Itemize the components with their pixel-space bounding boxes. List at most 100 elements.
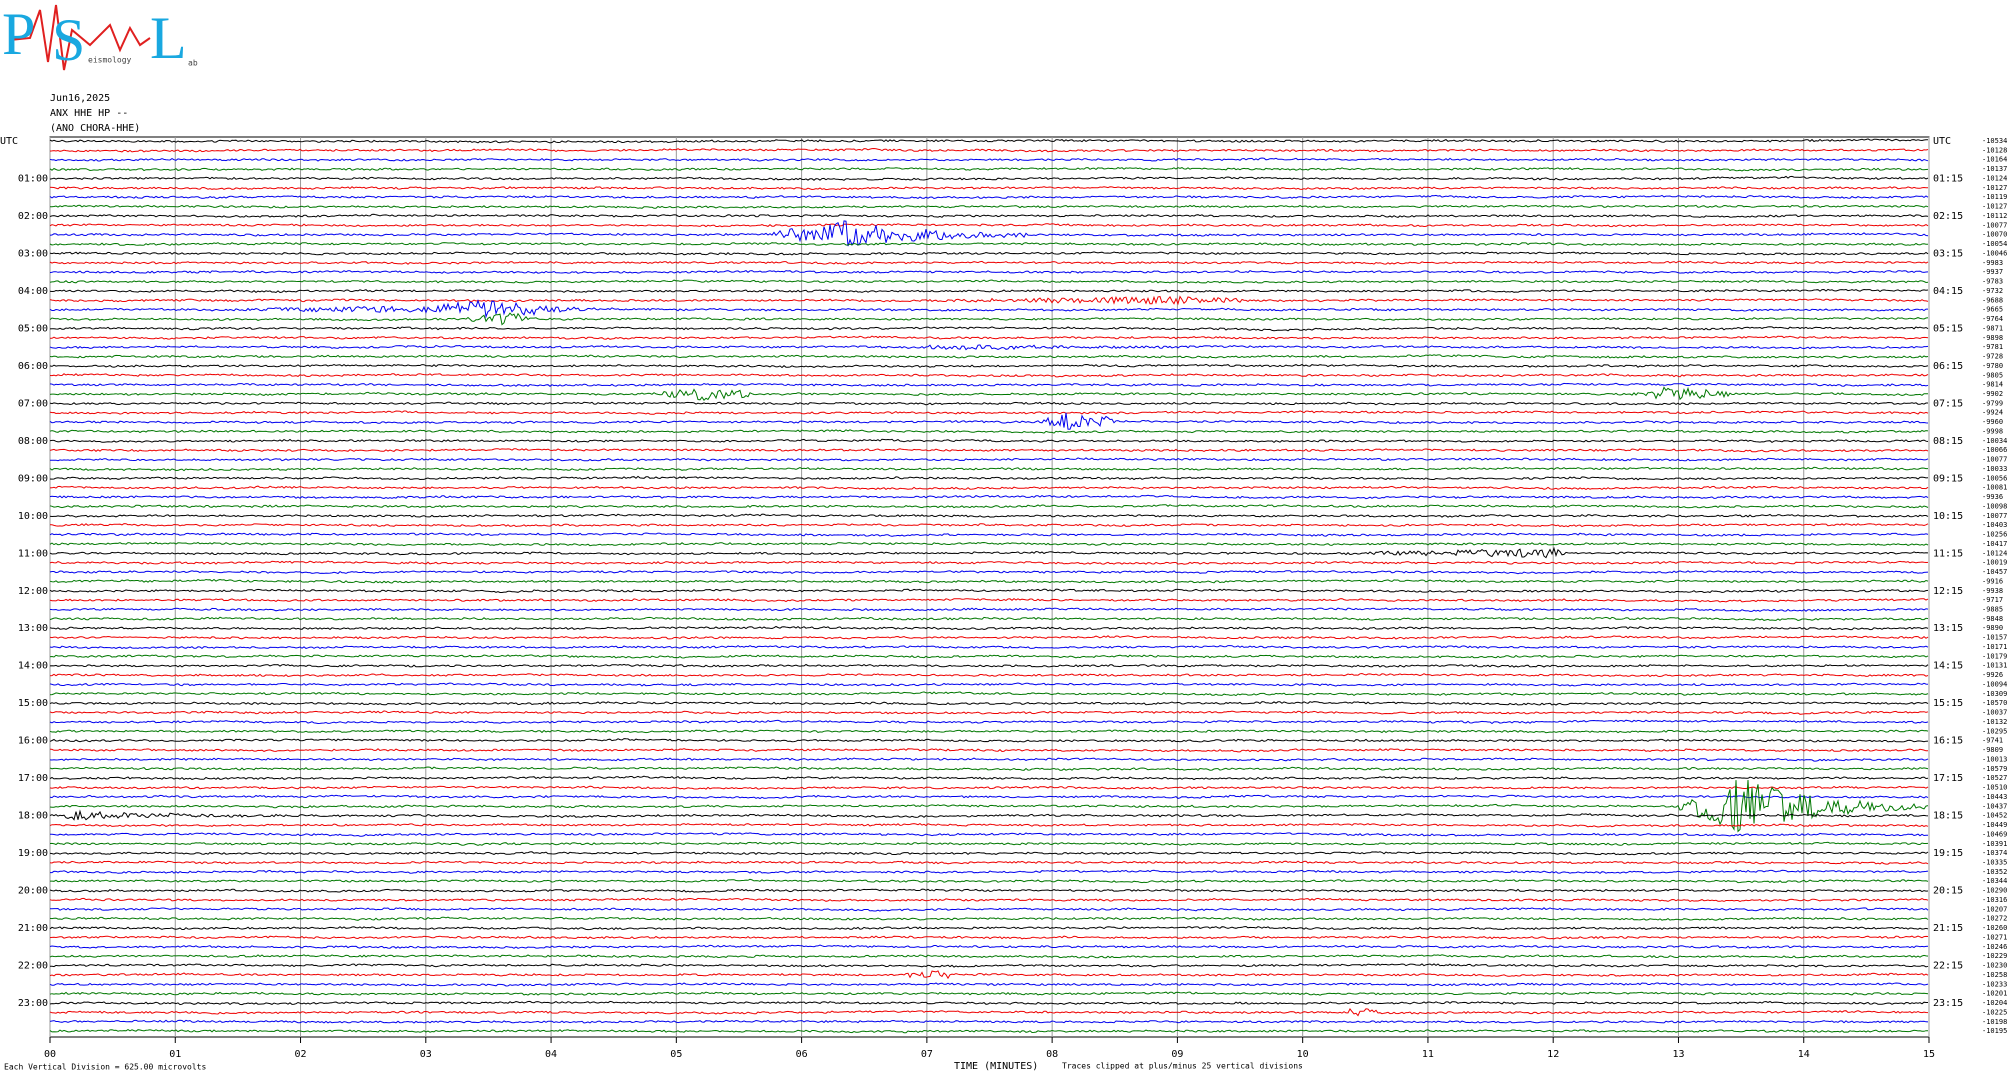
trace-offset: -10403	[1982, 521, 2007, 529]
left-time-label: 15:00	[18, 698, 48, 709]
trace-offset: -10046	[1982, 249, 2007, 257]
footer-clip-note: Traces clipped at plus/minus 25 vertical…	[1062, 1062, 1303, 1071]
trace-offset: -10417	[1982, 540, 2007, 548]
trace	[49, 860, 1929, 865]
trace-offset: -10124	[1982, 174, 2007, 182]
trace-offset: -10374	[1982, 849, 2007, 857]
left-time-label: 08:00	[18, 436, 48, 447]
trace-offset: -10256	[1982, 531, 2007, 539]
trace-offset: -10258	[1982, 971, 2007, 979]
x-tick-label: 02	[295, 1049, 307, 1060]
trace	[49, 438, 1929, 444]
trace-offset: -9960	[1982, 418, 2003, 426]
trace-offset: -9732	[1982, 287, 2003, 295]
trace	[49, 710, 1929, 715]
x-tick-label: 07	[921, 1049, 933, 1060]
left-time-label: 13:00	[18, 623, 48, 634]
trace-offset: -9781	[1982, 343, 2003, 351]
trace-offset: -10271	[1982, 933, 2007, 941]
trace-offset: -10225	[1982, 1008, 2007, 1016]
trace-offset: -10230	[1982, 962, 2007, 970]
right-time-label: 05:15	[1933, 323, 1963, 334]
x-tick-label: 00	[44, 1049, 56, 1060]
trace-offset: -10352	[1982, 868, 2007, 876]
right-time-label: 14:15	[1933, 661, 1963, 672]
trace-offset: -9809	[1982, 746, 2003, 754]
header-location: (ANO CHORA-HHE)	[50, 123, 140, 134]
trace-offset: -10070	[1982, 231, 2007, 239]
right-time-label: 02:15	[1933, 211, 1963, 222]
trace-offset: -10128	[1982, 146, 2007, 154]
trace-offset: -10437	[1982, 802, 2007, 810]
x-tick-label: 11	[1422, 1049, 1434, 1060]
trace	[49, 401, 1928, 406]
right-time-label: 18:15	[1933, 811, 1963, 822]
trace	[49, 691, 1929, 697]
right-time-label: 13:15	[1933, 623, 1963, 634]
trace	[49, 757, 1929, 762]
trace-offset: -9926	[1982, 671, 2003, 679]
trace	[49, 485, 1929, 491]
trace	[49, 147, 1929, 153]
trace	[50, 878, 1929, 884]
left-time-label: 16:00	[18, 736, 48, 747]
trace-offset: -10469	[1982, 830, 2007, 838]
trace	[49, 494, 1929, 500]
trace	[49, 897, 1929, 903]
trace	[49, 429, 1929, 434]
footer-scale: Each Vertical Division = 625.00 microvol…	[4, 1063, 206, 1072]
trace-offset: -10260	[1982, 924, 2007, 932]
left-time-label: 06:00	[18, 361, 48, 372]
logo-word: eismology	[88, 56, 132, 65]
trace-offset: -10204	[1982, 999, 2007, 1007]
x-tick-label: 13	[1672, 1049, 1684, 1060]
trace	[50, 963, 1929, 968]
trace-offset: -9805	[1982, 371, 2003, 379]
trace	[49, 970, 1929, 980]
trace	[49, 935, 1929, 940]
trace-offset: -10527	[1982, 774, 2007, 782]
trace	[49, 279, 1929, 284]
logo-letter: P	[2, 1, 35, 67]
trace	[49, 157, 1929, 162]
right-time-label: 22:15	[1933, 961, 1963, 972]
right-time-label: 08:15	[1933, 436, 1963, 447]
left-time-label: 14:00	[18, 661, 48, 672]
trace	[49, 841, 1929, 846]
trace-offset: -9717	[1982, 596, 2003, 604]
trace	[50, 869, 1929, 875]
trace	[49, 616, 1929, 622]
right-time-label: 20:15	[1933, 886, 1963, 897]
trace	[49, 186, 1928, 191]
right-time-label: 03:15	[1933, 248, 1963, 259]
trace	[49, 766, 1929, 771]
trace-offset: -10056	[1982, 474, 2007, 482]
trace	[49, 823, 1929, 828]
left-time-label: 02:00	[18, 211, 48, 222]
trace	[49, 194, 1929, 200]
trace-offset: -10198	[1982, 1018, 2007, 1026]
trace	[49, 1019, 1929, 1024]
trace-offset: -10391	[1982, 840, 2007, 848]
right-time-label: 17:15	[1933, 773, 1963, 784]
trace	[49, 888, 1929, 893]
trace-offset: -10066	[1982, 446, 2007, 454]
trace-offset: -10137	[1982, 165, 2007, 173]
trace-offset: -9885	[1982, 606, 2003, 614]
trace-offset: -10127	[1982, 184, 2007, 192]
trace-offset: -10157	[1982, 634, 2007, 642]
trace-offset: -10119	[1982, 193, 2007, 201]
trace	[49, 738, 1929, 743]
trace	[50, 907, 1929, 912]
trace-offset: -10295	[1982, 727, 2007, 735]
x-tick-label: 09	[1171, 1049, 1183, 1060]
trace	[49, 588, 1929, 594]
trace	[49, 386, 1929, 401]
trace-offset: -10335	[1982, 858, 2007, 866]
trace	[49, 944, 1929, 949]
trace	[50, 523, 1929, 528]
trace-offset: -10316	[1982, 896, 2007, 904]
trace-offset: -9783	[1982, 278, 2003, 286]
